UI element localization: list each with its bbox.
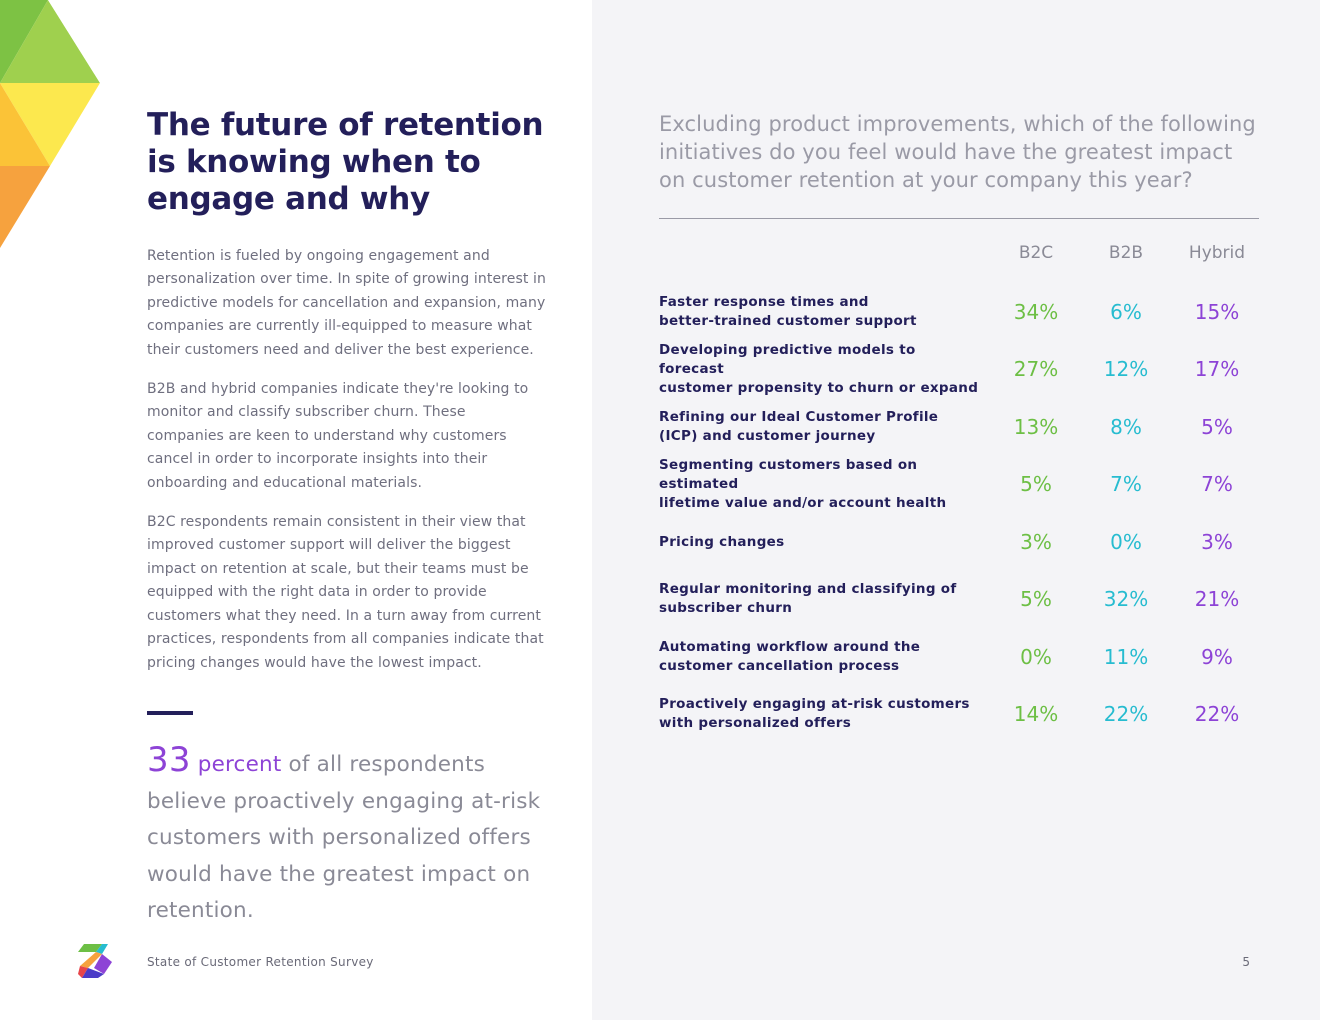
- paragraph: B2B and hybrid companies indicate they'r…: [147, 381, 529, 491]
- column-header-b2b: B2B: [1108, 243, 1144, 263]
- brand-logo-icon: [78, 944, 112, 978]
- value-b2c: 5%: [1020, 472, 1052, 496]
- value-b2c: 13%: [1013, 415, 1059, 439]
- value-b2c: 3%: [1020, 530, 1052, 554]
- value-b2b: 32%: [1103, 587, 1149, 611]
- decorative-triangles: [0, 0, 100, 248]
- table-row: Proactively engaging at-risk customers w…: [659, 692, 1259, 736]
- callout-number: 33: [147, 740, 191, 780]
- value-hybrid: 22%: [1194, 702, 1240, 726]
- value-b2b: 8%: [1110, 415, 1142, 439]
- value-hybrid: 3%: [1201, 530, 1233, 554]
- row-label: Faster response times and better-trained…: [659, 294, 917, 329]
- value-hybrid: 9%: [1201, 645, 1233, 669]
- value-b2b: 22%: [1103, 702, 1149, 726]
- value-b2c: 27%: [1013, 357, 1059, 381]
- column-header-hybrid: Hybrid: [1188, 243, 1246, 263]
- table-row: Automating workflow around the customer …: [659, 635, 1259, 679]
- row-label: Refining our Ideal Customer Profile (ICP…: [659, 409, 939, 444]
- value-b2b: 0%: [1110, 530, 1142, 554]
- right-panel: [592, 0, 1320, 1020]
- page-number: 5: [1242, 955, 1250, 969]
- footer-title: State of Customer Retention Survey: [147, 955, 374, 969]
- body-text: Retention is fueled by ongoing engagemen…: [147, 245, 547, 691]
- table-row: Faster response times and better-trained…: [659, 290, 1259, 334]
- row-label: Developing predictive models to forecast…: [659, 341, 979, 396]
- row-label: Proactively engaging at-risk customers w…: [659, 696, 970, 731]
- row-label: Regular monitoring and classifying of su…: [659, 581, 957, 616]
- table-row: Segmenting customers based on estimated …: [659, 456, 1259, 511]
- value-hybrid: 15%: [1194, 300, 1240, 324]
- row-label: Segmenting customers based on estimated …: [659, 456, 947, 511]
- table-row: Developing predictive models to forecast…: [659, 341, 1259, 396]
- section-divider: [147, 711, 193, 715]
- row-label: Automating workflow around the customer …: [659, 639, 921, 674]
- callout-unit: percent: [197, 752, 282, 777]
- paragraph: B2C respondents remain consistent in the…: [147, 514, 544, 671]
- left-panel: The future of retention is knowing when …: [0, 0, 592, 1020]
- survey-question: Excluding product improvements, which of…: [659, 112, 1256, 192]
- value-b2c: 0%: [1020, 645, 1052, 669]
- value-b2b: 7%: [1110, 472, 1142, 496]
- callout-text: of all respondents believe proactively e…: [147, 752, 541, 923]
- page-title: The future of retention is knowing when …: [147, 107, 544, 217]
- paragraph: Retention is fueled by ongoing engagemen…: [147, 248, 546, 358]
- value-b2c: 5%: [1020, 587, 1052, 611]
- table-row: Regular monitoring and classifying of su…: [659, 577, 1259, 621]
- stat-callout: 33 percent of all respondents believe pr…: [147, 742, 567, 930]
- value-b2b: 6%: [1110, 300, 1142, 324]
- table-row: Refining our Ideal Customer Profile (ICP…: [659, 405, 1259, 449]
- question-divider: [659, 218, 1259, 219]
- value-hybrid: 21%: [1194, 587, 1240, 611]
- table-row: Pricing changes 3% 0% 3%: [659, 520, 1259, 564]
- value-b2c: 34%: [1013, 300, 1059, 324]
- value-hybrid: 17%: [1194, 357, 1240, 381]
- value-b2c: 14%: [1013, 702, 1059, 726]
- value-b2b: 11%: [1103, 645, 1149, 669]
- row-label: Pricing changes: [659, 533, 785, 550]
- column-header-b2c: B2C: [1018, 243, 1054, 263]
- value-hybrid: 5%: [1201, 415, 1233, 439]
- value-b2b: 12%: [1103, 357, 1149, 381]
- value-hybrid: 7%: [1201, 472, 1233, 496]
